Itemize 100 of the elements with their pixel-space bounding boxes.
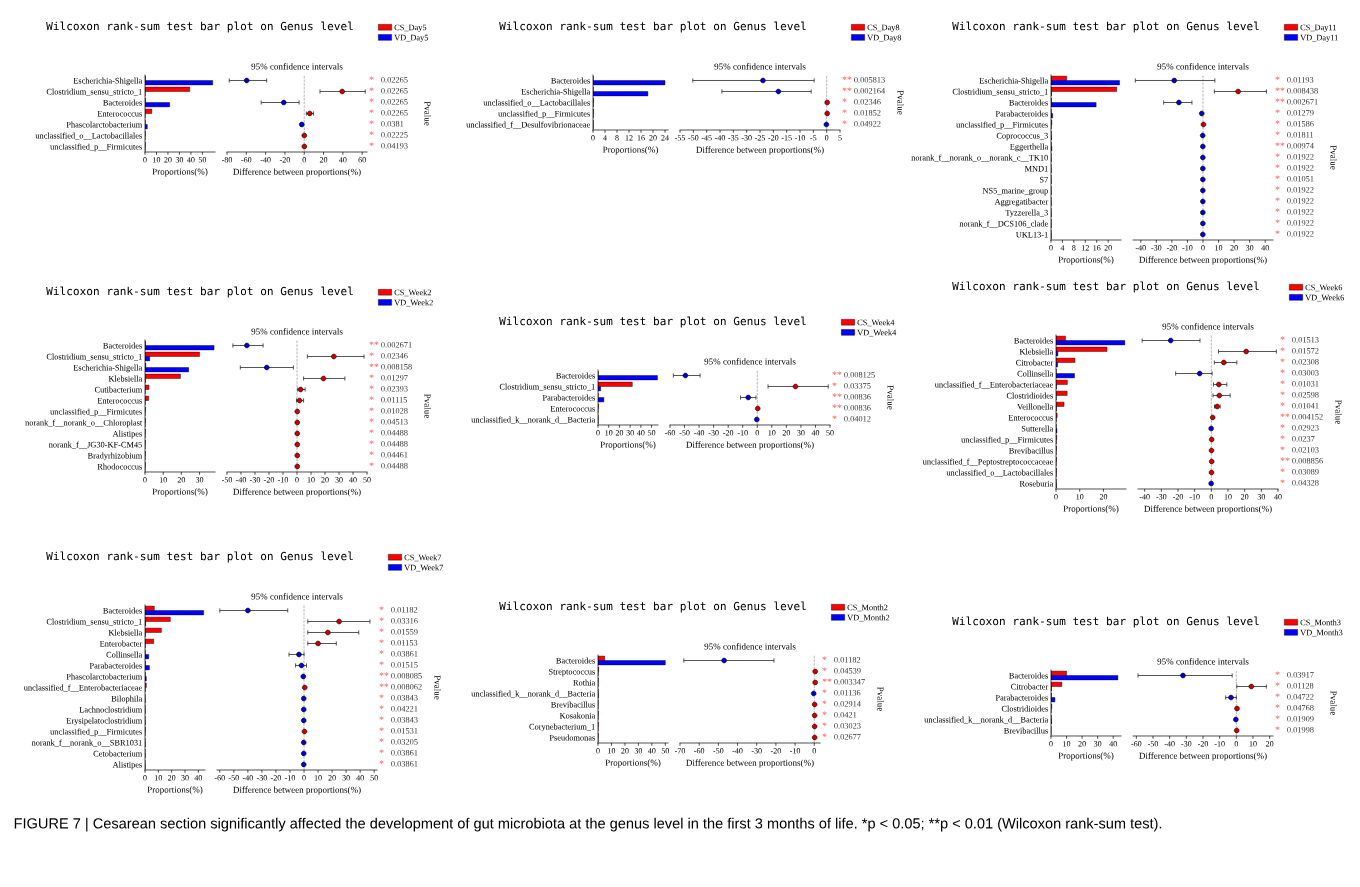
legend-label: CS_Week7 xyxy=(404,554,442,562)
y-tick-label: Bacteroides xyxy=(551,77,590,84)
legend-label: CS_Day5 xyxy=(394,24,427,32)
x-tick-label: 50 xyxy=(826,430,834,436)
x-tick-label: 10 xyxy=(1224,494,1232,500)
x-tick-label: -20 xyxy=(1197,741,1209,747)
y-tick-label: Brevibacillus xyxy=(1004,727,1048,734)
x-tick-label: 0 xyxy=(143,775,147,781)
text: 0.01041 xyxy=(1292,402,1319,409)
text: 0.03205 xyxy=(391,738,418,745)
x-tick-label: 10 xyxy=(314,775,322,781)
text: 0.03861 xyxy=(391,749,418,756)
x-tick-label: -10 xyxy=(284,775,296,781)
text: 0.02265 xyxy=(381,98,408,105)
y2-axis-title: Pvalue xyxy=(1335,399,1342,424)
x-tick-label: 10 xyxy=(1215,245,1223,251)
text: 0.008438 xyxy=(1287,87,1318,94)
x-tick-label: 20 xyxy=(649,135,657,141)
text: * xyxy=(369,87,374,92)
text: 0.01922 xyxy=(1287,230,1314,237)
text: * xyxy=(1275,219,1280,224)
x-tick-label: 20 xyxy=(328,775,336,781)
x-tick-label: 50 xyxy=(370,775,378,781)
text: 0.04221 xyxy=(391,705,418,712)
y-tick-label: Escherichia-Shigella xyxy=(521,88,591,97)
y-tick-label: Phascolarctobacterium xyxy=(66,673,143,680)
text: 0.01515 xyxy=(391,661,418,668)
chart-title: 95% confidence intervals xyxy=(704,358,796,365)
x-tick-label: 40 xyxy=(647,748,656,754)
x-tick-label: -80 xyxy=(221,157,233,163)
x-tick-label: -50 xyxy=(688,135,699,141)
y-tick-label: norank_f__norank_o__SBR1031 xyxy=(31,739,142,747)
y2-axis-title: Pvalue xyxy=(1330,690,1337,715)
text: 0.04722 xyxy=(1287,693,1314,700)
text: 0.02265 xyxy=(381,76,408,83)
x-axis-title: Difference between proportions(%) xyxy=(686,759,814,768)
chart-title: Wilcoxon rank-sum test bar plot on Genus level xyxy=(952,281,1259,293)
x-tick-label: 20 xyxy=(1265,741,1274,747)
text: ** xyxy=(832,371,842,376)
text: 0.01279 xyxy=(1287,109,1314,116)
text: ** xyxy=(1280,413,1290,418)
y-tick-label: NS5_marine_group xyxy=(982,187,1048,196)
text: * xyxy=(1275,109,1280,114)
x-tick-label: -40 xyxy=(714,135,726,141)
text: 0.0237 xyxy=(1292,435,1315,442)
x-tick-label: 30 xyxy=(195,477,204,483)
text: 0.01182 xyxy=(834,656,861,663)
text: 0.04539 xyxy=(834,667,861,674)
text: * xyxy=(379,705,384,710)
x-tick-label: 10 xyxy=(155,775,163,781)
text: 0.04513 xyxy=(381,418,408,425)
text: 0.03003 xyxy=(1292,369,1319,376)
x-tick-label: 20 xyxy=(167,775,176,781)
text: * xyxy=(369,98,374,103)
x-tick-label: -60 xyxy=(694,748,705,754)
text: 0.01182 xyxy=(391,606,418,613)
x-tick-label: -50 xyxy=(713,748,724,754)
chart-title: 95% confidence intervals xyxy=(1157,63,1249,70)
text: * xyxy=(1280,347,1285,352)
text: * xyxy=(1280,369,1285,374)
text: ** xyxy=(1275,142,1285,147)
chart-title: 95% confidence intervals xyxy=(251,593,343,600)
x-tick-label: -20 xyxy=(270,775,282,781)
text: 0.04328 xyxy=(1292,479,1319,486)
chart-title: Wilcoxon rank-sum test bar plot on Genus level xyxy=(952,616,1259,628)
legend-label: VD_Month3 xyxy=(1300,629,1343,637)
y2-axis-title: Pvalue xyxy=(1330,145,1337,170)
legend-label: CS_Month3 xyxy=(1300,619,1341,627)
x-tick-label: -50 xyxy=(221,477,233,483)
y-tick-label: Roseburia xyxy=(1019,480,1054,487)
y-tick-label: Corynebacterium_1 xyxy=(529,723,595,732)
y-tick-label: Brevibacillus xyxy=(1009,447,1053,454)
x-tick-label: -30 xyxy=(249,477,261,483)
text: 0.02677 xyxy=(834,733,861,740)
x-tick-label: 30 xyxy=(1257,494,1266,500)
y-tick-label: Enterococcus xyxy=(1008,414,1053,421)
text: 0.01297 xyxy=(381,374,408,381)
x-tick-label: 0 xyxy=(596,430,600,436)
text: 0.01922 xyxy=(1287,219,1314,226)
y-tick-label: Parabacteroides xyxy=(542,394,595,401)
y2-axis-title: Pvalue xyxy=(424,101,431,126)
text: * xyxy=(379,639,384,644)
x-axis-title: Difference between proportions(%) xyxy=(696,146,824,155)
x-tick-label: 40 xyxy=(356,775,364,781)
text: 0.04488 xyxy=(381,440,408,447)
text: * xyxy=(1280,446,1285,451)
x-tick-label: 12 xyxy=(625,135,633,141)
text: 0.04012 xyxy=(844,415,871,422)
x-tick-label: 0 xyxy=(1049,245,1053,251)
y-tick-label: Clostridium_sensu_stricto_1 xyxy=(499,383,595,391)
text: * xyxy=(1280,402,1285,407)
y-tick-label: Escherichia-Shigella xyxy=(73,364,143,373)
text: * xyxy=(822,667,827,672)
text: 0.02914 xyxy=(834,700,861,707)
text: 0.04488 xyxy=(381,462,408,469)
text: * xyxy=(1275,131,1280,136)
text: 0.00836 xyxy=(844,393,871,400)
x-tick-label: -60 xyxy=(1131,741,1142,747)
y-tick-label: Bacteroides xyxy=(556,372,595,379)
y-tick-label: Cetobacterium xyxy=(93,750,143,757)
